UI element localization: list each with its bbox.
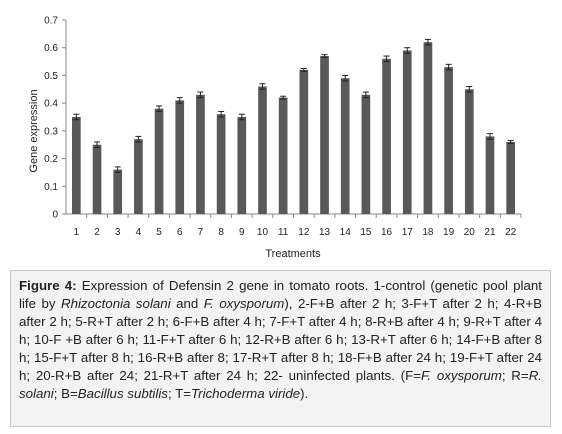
x-tick-label: 14 xyxy=(340,227,352,238)
caption-species: Rhizoctonia solani xyxy=(60,296,171,311)
caption-label: Figure 4: xyxy=(19,278,77,293)
x-tick-label: 8 xyxy=(218,227,224,238)
y-tick-label: 0.5 xyxy=(44,71,58,82)
x-tick-label: 18 xyxy=(422,227,434,238)
y-tick-label: 0.4 xyxy=(44,99,58,110)
bar xyxy=(258,86,267,214)
x-tick-label: 1 xyxy=(74,227,80,238)
bar xyxy=(506,141,516,214)
bar xyxy=(464,89,474,214)
bar xyxy=(196,94,205,214)
x-tick-label: 6 xyxy=(177,227,183,238)
error-bars xyxy=(73,38,514,173)
bar xyxy=(340,78,350,214)
caption-text: Expression of Defensin 2 gene in tomato … xyxy=(19,278,542,311)
x-tick-label: 16 xyxy=(381,227,393,238)
x-tick-label: 7 xyxy=(198,227,204,238)
bar xyxy=(299,69,309,214)
x-tick-label: 17 xyxy=(402,227,414,238)
bar xyxy=(485,136,495,214)
caption-text: ), 2-F+B after 2 h; 3-F+T after 2 h; 4-R… xyxy=(19,296,543,383)
x-tick-label: 15 xyxy=(360,227,372,238)
x-tick-label: 12 xyxy=(298,227,310,238)
y-tick-label: 0.7 xyxy=(44,16,58,27)
figure-caption-box: Figure 4: Expression of Defensin 2 gene … xyxy=(10,270,551,427)
bar xyxy=(154,108,164,214)
caption-text: ; T= xyxy=(167,386,191,401)
x-tick-label: 19 xyxy=(443,227,455,238)
bars xyxy=(71,42,516,215)
bar xyxy=(134,139,143,214)
caption-text: ; B= xyxy=(53,386,78,401)
bar xyxy=(216,114,226,214)
x-tick-label: 4 xyxy=(136,227,142,238)
x-tick-label: 11 xyxy=(278,227,289,238)
bar xyxy=(444,67,453,214)
bar xyxy=(361,94,371,214)
x-tick-label: 9 xyxy=(239,227,245,238)
bar xyxy=(92,144,102,214)
x-tick-label: 10 xyxy=(257,227,269,238)
x-tick-label: 5 xyxy=(156,227,162,238)
bar xyxy=(175,100,185,214)
caption-species: Bacillus subtilis xyxy=(77,386,168,401)
bar xyxy=(402,50,412,214)
y-tick-label: 0.1 xyxy=(44,182,58,193)
bar xyxy=(278,97,288,214)
y-tick-label: 0.2 xyxy=(44,154,58,165)
x-tick-label: 20 xyxy=(464,227,476,238)
caption-text: and xyxy=(170,296,204,311)
bar xyxy=(71,117,81,214)
bar xyxy=(237,117,247,214)
x-axis: 1 2 3 4 5 6 7 8 9 10 11 12 13 14 15 16 17 18 19 20 21 22 xyxy=(66,213,522,238)
bar xyxy=(113,169,123,214)
caption-species: Trichoderma viride xyxy=(191,386,301,401)
caption-species: R. solani xyxy=(19,368,542,401)
y-axis-title: Gene expression xyxy=(28,89,40,172)
x-axis-title: Treatments xyxy=(265,248,321,260)
x-tick-label: 2 xyxy=(94,227,100,238)
figure-caption: Figure 4: Expression of Defensin 2 gene … xyxy=(19,277,542,403)
caption-text: ). xyxy=(300,386,309,401)
x-tick-label: 3 xyxy=(115,227,121,238)
caption-species: F. oxysporum xyxy=(203,296,285,311)
bar xyxy=(423,42,433,214)
x-tick-label: 22 xyxy=(505,227,517,238)
caption-text: ; R= xyxy=(501,368,529,383)
caption-species: F. oxysporum xyxy=(420,368,502,383)
x-tick-label: 21 xyxy=(484,227,496,238)
y-tick-label: 0.6 xyxy=(44,43,58,54)
bar-chart: 00.10.20.30.40.50.60.7 1 2 3 4 5 6 7 8 9 10 11 12 13… xyxy=(28,16,522,260)
bar xyxy=(320,56,329,215)
y-axis: 0 0.1 0.2 0.3 0.4 0.5 0.6 0.7 xyxy=(44,16,67,221)
bar xyxy=(382,58,391,214)
y-tick-label: 0 xyxy=(52,210,58,221)
x-tick-label: 13 xyxy=(319,227,331,238)
y-tick-label: 0.3 xyxy=(44,126,58,137)
